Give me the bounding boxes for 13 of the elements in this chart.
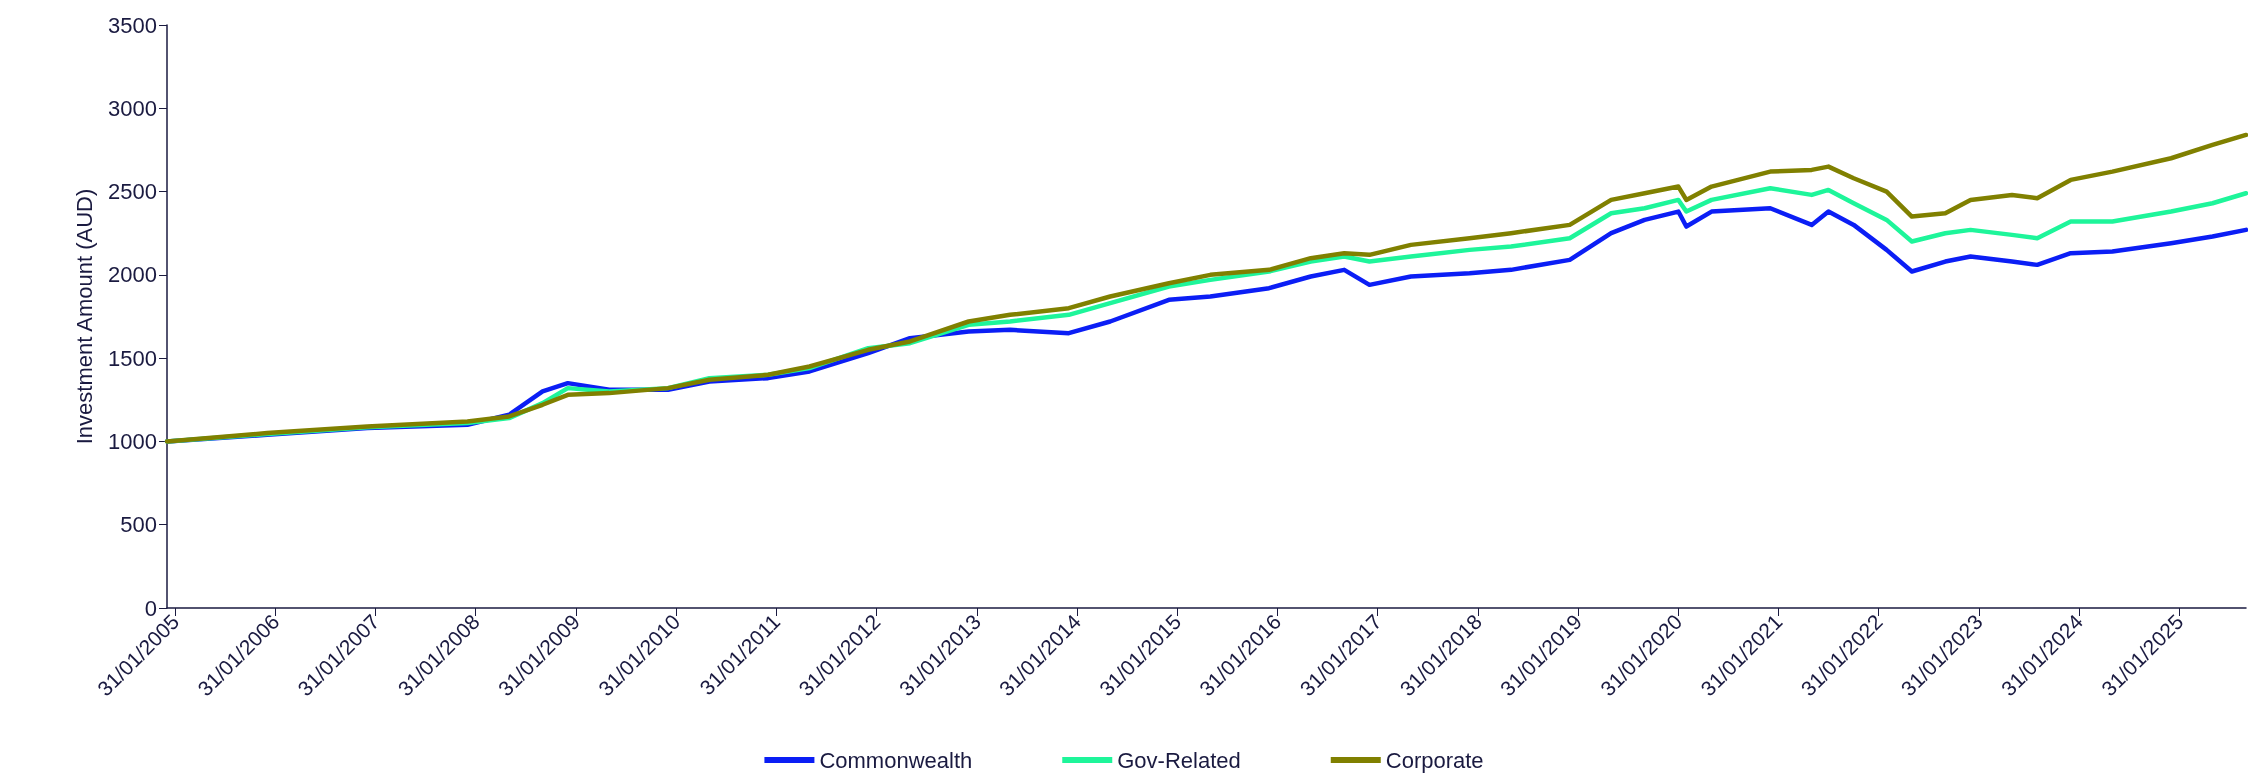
legend-label: Corporate (1385, 747, 1484, 773)
y-axis-title: Investment Amount (AUD) (71, 188, 97, 445)
legend-label: Commonwealth (819, 747, 973, 773)
legend-label: Gov-Related (1117, 747, 1241, 773)
y-tick-label: 3000 (108, 95, 157, 121)
y-tick-label: 3500 (108, 12, 157, 38)
y-tick-label: 0 (144, 595, 157, 621)
y-tick-label: 2500 (108, 179, 157, 205)
y-tick-label: 1000 (108, 428, 157, 454)
y-tick-label: 500 (120, 512, 157, 538)
y-tick-label: 1500 (108, 345, 157, 371)
line-series (164, 132, 2248, 444)
y-tick-label: 2000 (108, 262, 157, 288)
